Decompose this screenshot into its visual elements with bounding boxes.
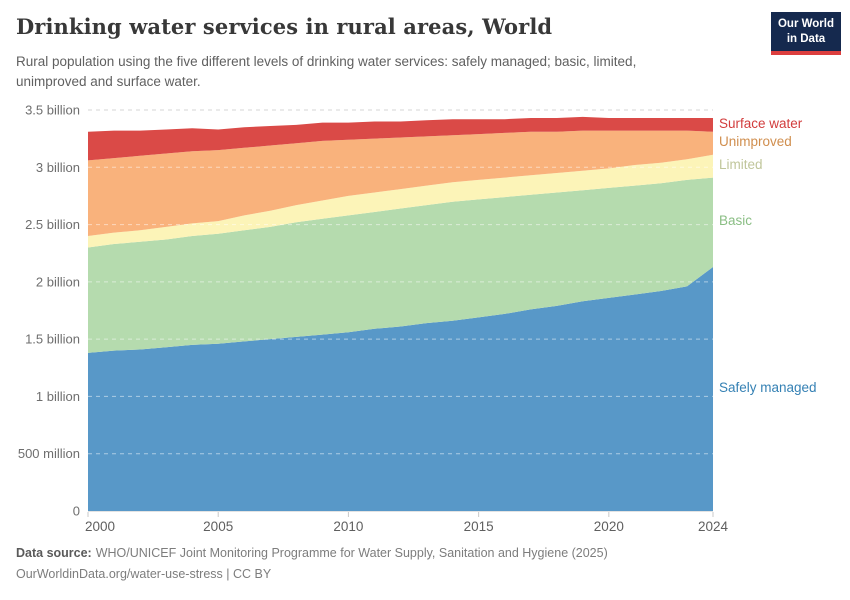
owid-logo[interactable]: Our World in Data bbox=[771, 12, 841, 56]
y-tick-label: 3 billion bbox=[36, 160, 80, 175]
legend-label-surface-water[interactable]: Surface water bbox=[719, 115, 803, 131]
x-axis: 2000 2005 2010 2015 2020 2024 bbox=[85, 512, 729, 534]
y-tick-label: 3.5 billion bbox=[25, 103, 80, 118]
data-source-line: Data source: WHO/UNICEF Joint Monitoring … bbox=[16, 543, 608, 564]
data-source-label: Data source: bbox=[16, 546, 92, 560]
y-tick-label: 2 billion bbox=[36, 274, 80, 289]
data-source-text: WHO/UNICEF Joint Monitoring Programme fo… bbox=[95, 546, 608, 560]
area-basic[interactable] bbox=[88, 177, 713, 353]
area-unimproved[interactable] bbox=[88, 130, 713, 236]
legend-label-basic[interactable]: Basic bbox=[719, 213, 753, 229]
area-limited[interactable] bbox=[88, 154, 713, 248]
legend-label-unimproved[interactable]: Unimproved bbox=[719, 134, 792, 150]
chart-footer: Data source: WHO/UNICEF Joint Monitoring … bbox=[16, 543, 608, 585]
page-title: Drinking water services in rural areas, … bbox=[16, 14, 553, 39]
plot-areas bbox=[88, 116, 713, 511]
gridlines bbox=[88, 109, 713, 512]
chart-subtitle: Rural population using the five differen… bbox=[16, 54, 637, 89]
x-tick-label: 2005 bbox=[203, 519, 233, 534]
x-tick-label: 2024 bbox=[698, 519, 729, 534]
y-axis: 0 500 million 1 billion 1.5 billion 2 billio… bbox=[18, 103, 80, 519]
logo-line-1: Our World bbox=[777, 18, 834, 30]
x-tick-label: 2015 bbox=[464, 519, 494, 534]
logo-line-2: in Data bbox=[786, 33, 826, 46]
footer-link: OurWorldinData.org/water-use-stress | CC… bbox=[16, 567, 272, 581]
y-tick-label: 1.5 billion bbox=[25, 332, 80, 347]
logo-red-bar bbox=[771, 51, 841, 56]
area-surface-water[interactable] bbox=[88, 116, 713, 161]
x-tick-label: 2010 bbox=[333, 519, 363, 534]
y-tick-label: 1 billion bbox=[36, 389, 80, 404]
legend-label-safely-managed[interactable]: Safely managed bbox=[719, 379, 817, 395]
x-tick-label: 2000 bbox=[85, 519, 115, 534]
y-tick-label: 2.5 billion bbox=[25, 217, 80, 232]
y-tick-label: 0 bbox=[73, 504, 80, 519]
x-tick-label: 2020 bbox=[594, 519, 624, 534]
legend-label-limited[interactable]: Limited bbox=[719, 157, 763, 173]
y-tick-label: 500 million bbox=[18, 446, 80, 461]
area-safely-managed[interactable] bbox=[88, 267, 713, 511]
